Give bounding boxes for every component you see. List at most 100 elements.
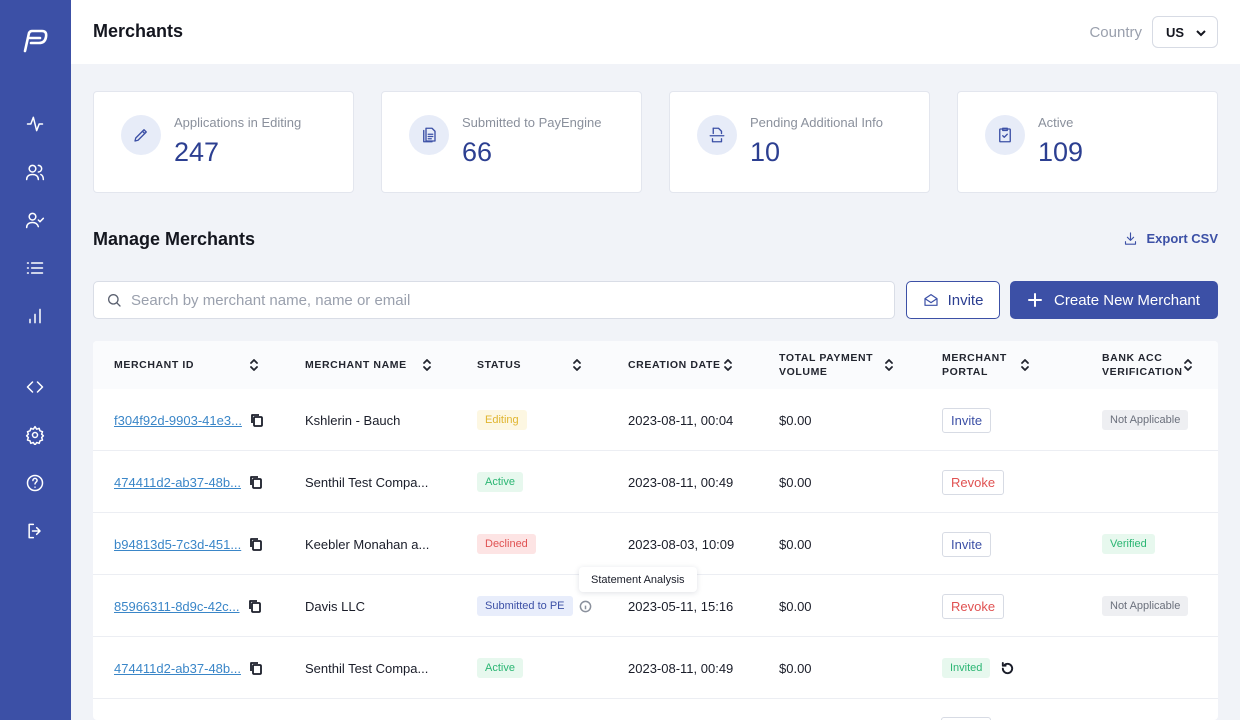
merchant-id-link[interactable]: b94813d5-7c3d-451... [114,536,242,552]
column-header-total-payment-volume[interactable]: TOTAL PAYMENT VOLUME [779,352,874,378]
create-merchant-label: Create New Merchant [1054,291,1200,309]
column-header-merchant-name[interactable]: MERCHANT NAME [305,359,407,371]
table-row[interactable]: 474411d2-ab37-48b... Senthil Test Compa.… [93,637,1218,699]
merchant-id-link[interactable]: 474411d2-ab37-48b... [114,474,241,490]
sort-icon[interactable] [1183,358,1193,372]
logout-icon[interactable] [23,519,47,543]
stat-value: 247 [174,137,220,167]
document-icon [409,115,449,155]
merchant-id-link[interactable]: 85966311-8d9c-42c... [114,598,240,614]
invite-label: Invite [947,291,984,309]
merchants-table: MERCHANT ID MERCHANT NAME STATUS CREATIO… [93,341,1218,720]
payment-volume: $0.00 [779,660,812,676]
portal-invite-button[interactable]: Invite [942,531,992,557]
status-badge: Declined [477,534,536,554]
sort-icon[interactable] [422,358,432,372]
clipboard-check-icon [985,115,1025,155]
payment-volume: $0.00 [779,412,812,428]
sort-icon[interactable] [884,358,894,372]
stat-card-submitted: Submitted to PayEngine 66 [381,91,642,193]
merchant-id-link[interactable]: 474411d2-ab37-48b... [114,660,241,676]
country-select[interactable]: US [1152,16,1218,48]
info-icon[interactable] [579,600,592,613]
copy-icon[interactable] [249,661,263,675]
creation-date: 2023-05-11, 15:16 [628,598,734,614]
mail-open-icon [923,294,938,306]
sort-icon[interactable] [1020,358,1030,372]
merchant-name: Davis LLC [305,598,365,614]
column-header-status[interactable]: STATUS [477,359,522,371]
stat-label: Active [1038,115,1074,130]
column-header-creation-date[interactable]: CREATION DATE [628,359,721,371]
column-header-merchant-portal[interactable]: MERCHANT PORTAL [942,352,1007,378]
payment-volume: $0.00 [779,536,812,552]
portal-invited-badge: Invited [942,658,991,678]
payengine-logo[interactable] [21,28,49,54]
country-value: US [1166,24,1185,40]
table-row[interactable]: 85966311-8d9c-42c... Davis LLC Submitted… [93,575,1218,637]
next-row-button-edge [941,717,991,720]
stat-value: 66 [462,137,493,167]
status-badge: Active [477,472,523,492]
refresh-icon[interactable] [1000,661,1015,676]
creation-date: 2023-08-11, 00:49 [628,474,734,490]
creation-date: 2023-08-11, 00:04 [628,412,734,428]
search-icon [108,294,121,307]
status-badge: Submitted to PE [477,596,573,616]
portal-invite-button[interactable]: Invite [942,407,992,433]
stat-label: Applications in Editing [174,115,302,130]
download-icon [1125,232,1137,245]
portal-revoke-button[interactable]: Revoke [942,593,1005,619]
edit-icon [121,115,161,155]
help-icon[interactable] [23,471,47,495]
bank-verification-badge: Not Applicable [1102,596,1189,616]
search-box [93,281,895,319]
bank-verification-badge: Verified [1102,534,1155,554]
export-csv-label: Export CSV [1146,231,1218,246]
stat-card-editing: Applications in Editing 247 [93,91,354,193]
country-label: Country [1089,24,1142,41]
portal-revoke-button[interactable]: Revoke [942,469,1005,495]
export-csv-button[interactable]: Export CSV [1123,231,1218,246]
copy-icon[interactable] [249,537,263,551]
stat-label: Pending Additional Info [750,115,883,130]
creation-date: 2023-08-11, 00:49 [628,660,734,676]
sort-icon[interactable] [723,358,733,372]
invite-button[interactable]: Invite [906,281,1000,319]
status-badge: Active [477,658,523,678]
column-header-bank-acc-verification[interactable]: BANK ACC VERIFICATION [1102,352,1183,378]
table-row[interactable]: 474411d2-ab37-48b... Senthil Test Compa.… [93,451,1218,513]
statement-analysis-tooltip: Statement Analysis [579,567,697,592]
create-merchant-button[interactable]: Create New Merchant [1010,281,1218,319]
sort-icon[interactable] [572,358,582,372]
stat-card-active: Active 109 [957,91,1218,193]
sort-icon[interactable] [249,358,259,372]
stat-label: Submitted to PayEngine [462,115,602,130]
settings-icon[interactable] [23,423,47,447]
stat-value: 10 [750,137,781,167]
payment-volume: $0.00 [779,474,812,490]
creation-date: 2023-08-03, 10:09 [628,536,735,552]
bar-chart-icon[interactable] [23,304,47,328]
user-check-icon[interactable] [23,208,47,232]
sidebar [0,0,71,720]
column-header-merchant-id[interactable]: MERCHANT ID [114,359,195,371]
status-badge: Editing [477,410,527,430]
activity-icon[interactable] [23,112,47,136]
merchant-name: Kshlerin - Bauch [305,412,401,428]
table-row[interactable]: f304f92d-9903-41e3... Kshlerin - Bauch E… [93,389,1218,451]
payment-volume: $0.00 [779,598,812,614]
code-icon[interactable] [23,375,47,399]
search-input[interactable] [131,291,871,309]
plus-icon [1028,293,1043,307]
copy-icon[interactable] [249,475,263,489]
merchant-name: Senthil Test Compa... [305,474,429,490]
merchant-name: Keebler Monahan a... [305,536,430,552]
users-icon[interactable] [23,160,47,184]
list-icon[interactable] [23,256,47,280]
copy-icon[interactable] [248,599,262,613]
merchant-id-link[interactable]: f304f92d-9903-41e3... [114,412,242,428]
table-row[interactable]: b94813d5-7c3d-451... Keebler Monahan a..… [93,513,1218,575]
header: Merchants Country US [71,0,1240,64]
copy-icon[interactable] [250,413,264,427]
